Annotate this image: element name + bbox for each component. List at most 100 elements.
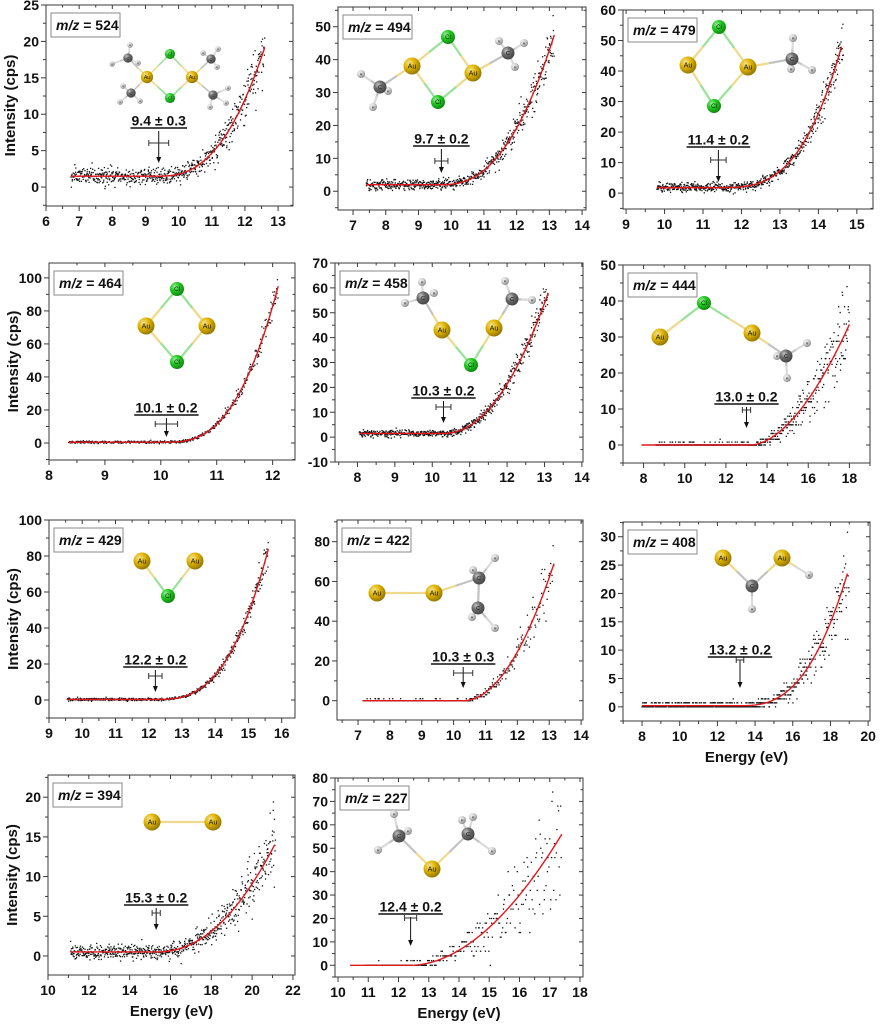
data-point: [509, 129, 511, 132]
data-point: [126, 182, 128, 184]
data-point: [502, 139, 504, 141]
data-point: [195, 691, 198, 693]
data-point: [841, 27, 843, 29]
data-point: [674, 184, 676, 186]
data-point: [478, 176, 480, 178]
data-point: [785, 162, 788, 165]
data-point: [164, 440, 166, 442]
data-point: [373, 181, 375, 183]
data-point: [230, 132, 232, 135]
au-atom-sphere: [403, 57, 421, 75]
atom-h: H: [214, 64, 220, 70]
data-point: [192, 164, 194, 167]
data-point: [496, 404, 498, 406]
data-point: [143, 169, 145, 171]
data-point: [365, 185, 368, 187]
data-point: [457, 181, 459, 183]
data-point: [745, 191, 748, 193]
au-atom-sphere: [464, 64, 482, 82]
data-point: [498, 398, 501, 400]
data-point: [390, 434, 392, 436]
data-point: [485, 412, 488, 414]
data-point: [185, 441, 188, 443]
data-point: [248, 366, 251, 368]
data-point: [225, 140, 227, 143]
data-point: [83, 442, 85, 444]
data-point: [160, 170, 162, 173]
data-point: [394, 431, 397, 433]
data-point: [492, 410, 494, 413]
data-point: [825, 352, 827, 354]
data-point: [503, 143, 505, 145]
data-point: [229, 656, 232, 658]
data-point: [517, 121, 519, 123]
data-point: [684, 185, 686, 187]
data-point: [368, 187, 370, 189]
data-point: [218, 667, 220, 669]
data-point: [256, 363, 258, 365]
data-point: [515, 353, 517, 355]
data-point: [785, 418, 787, 420]
data-point: [425, 186, 427, 188]
data-point: [204, 431, 206, 433]
data-point: [117, 440, 119, 442]
data-point: [427, 185, 430, 187]
data-point: [246, 611, 248, 613]
data-point: [388, 431, 390, 433]
data-point: [198, 170, 200, 172]
data-point: [372, 185, 375, 187]
data-point: [392, 181, 394, 183]
data-point: [90, 173, 92, 176]
data-point: [114, 174, 117, 176]
data-point: [437, 182, 439, 184]
data-point: [815, 392, 817, 394]
data-point: [366, 182, 369, 184]
x-tick-label: 12: [718, 470, 734, 486]
data-point: [810, 398, 812, 400]
data-point: [252, 601, 254, 603]
data-point: [490, 408, 492, 410]
data-point: [722, 187, 724, 190]
data-point: [709, 184, 711, 186]
data-point: [237, 106, 240, 108]
data-point: [194, 692, 196, 694]
data-point: [84, 170, 86, 172]
data-point: [781, 172, 783, 175]
data-point: [700, 185, 703, 187]
data-point: [660, 189, 662, 192]
data-point: [211, 679, 214, 682]
data-point: [791, 155, 793, 157]
x-tick-label: 13: [174, 725, 190, 741]
data-point: [389, 431, 392, 433]
data-point: [835, 53, 837, 56]
data-point: [475, 422, 477, 425]
data-point: [155, 183, 158, 185]
data-point: [251, 63, 253, 66]
legend-mz-symbol: m/z: [59, 275, 82, 291]
data-point: [387, 437, 390, 439]
c-atom-sphere: [505, 292, 519, 306]
data-point: [84, 174, 86, 176]
data-point: [785, 435, 787, 438]
data-point: [814, 123, 816, 125]
data-point: [217, 672, 220, 674]
data-point: [166, 182, 169, 184]
data-point: [78, 180, 81, 183]
data-point: [821, 94, 823, 96]
data-point: [791, 429, 793, 432]
data-point: [254, 92, 257, 94]
data-point: [404, 189, 406, 192]
data-point: [92, 172, 94, 174]
data-point: [184, 169, 186, 172]
data-point: [210, 150, 212, 152]
data-point: [95, 177, 98, 180]
data-point: [499, 383, 501, 385]
data-point: [264, 37, 266, 39]
data-point: [125, 184, 128, 186]
data-point: [90, 699, 92, 701]
data-point: [235, 123, 237, 125]
data-point: [85, 174, 88, 176]
atom-cl: Cl: [697, 296, 711, 310]
h-atom-sphere: [789, 34, 797, 42]
atom-label: Au: [684, 61, 693, 70]
